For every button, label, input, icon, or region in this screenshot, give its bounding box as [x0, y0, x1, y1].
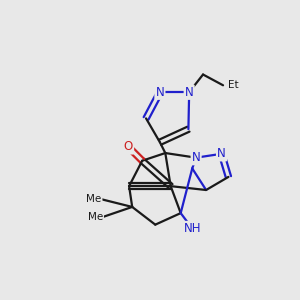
- Text: N: N: [192, 151, 200, 164]
- Text: N: N: [185, 86, 194, 99]
- Text: N: N: [155, 86, 164, 99]
- Text: N: N: [217, 147, 226, 160]
- Text: Et: Et: [228, 80, 238, 90]
- Text: Me: Me: [88, 212, 103, 222]
- Text: O: O: [124, 140, 133, 153]
- Text: NH: NH: [184, 222, 201, 235]
- Text: Me: Me: [86, 194, 101, 204]
